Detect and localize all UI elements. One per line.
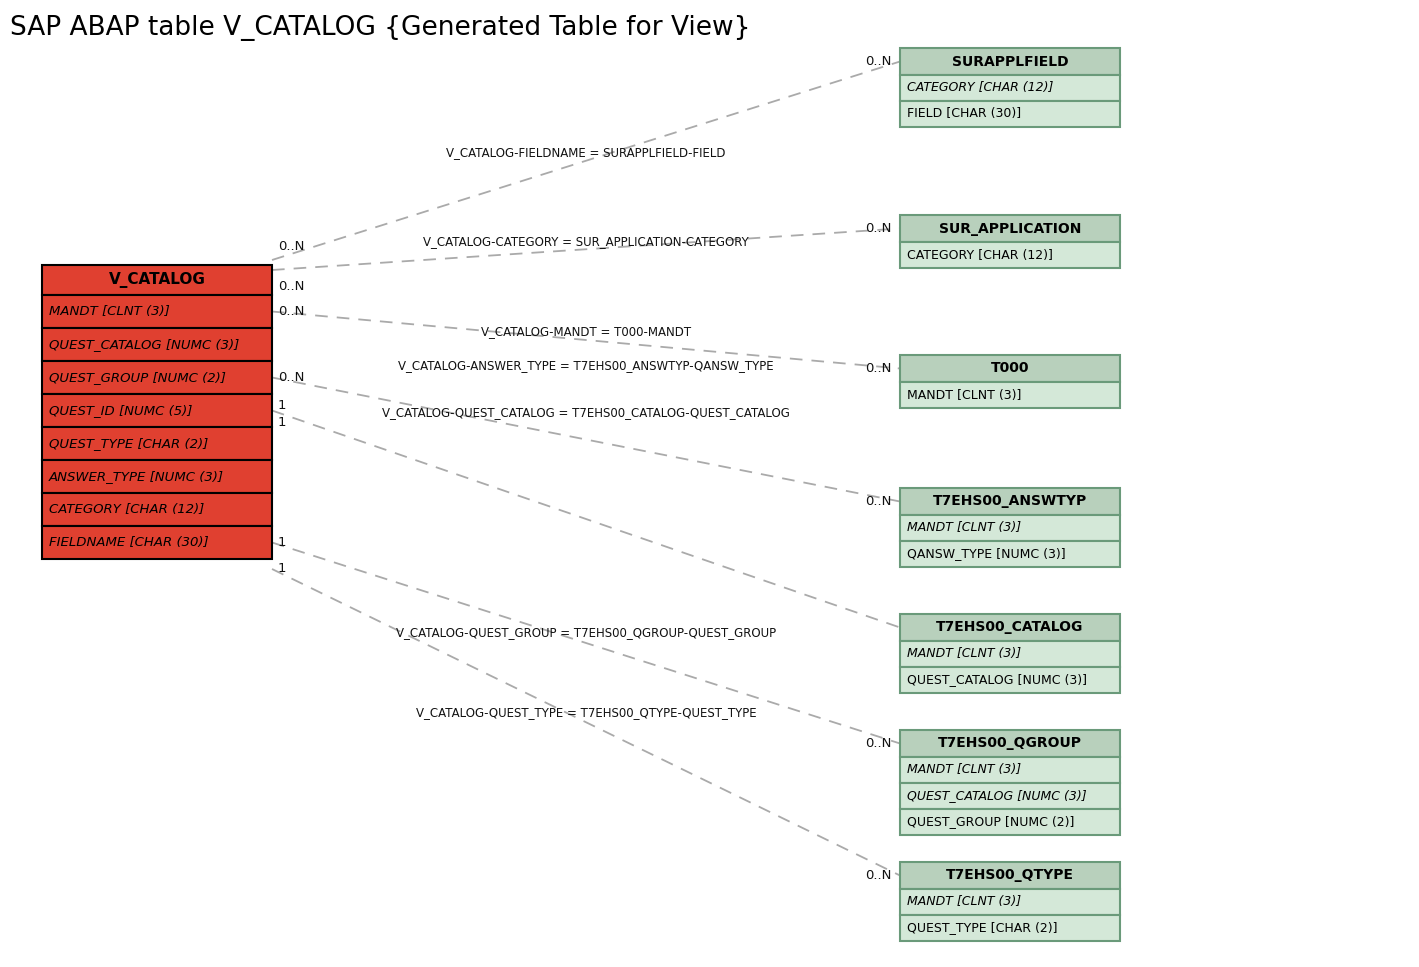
Bar <box>43 394 272 427</box>
Text: MANDT [CLNT (3)]: MANDT [CLNT (3)] <box>50 305 170 318</box>
Text: V_CATALOG-QUEST_TYPE = T7EHS00_QTYPE-QUEST_TYPE: V_CATALOG-QUEST_TYPE = T7EHS00_QTYPE-QUE… <box>416 706 756 718</box>
Bar <box>43 328 272 361</box>
Text: QUEST_TYPE [CHAR (2)]: QUEST_TYPE [CHAR (2)] <box>907 922 1057 934</box>
Text: V_CATALOG-FIELDNAME = SURAPPLFIELD-FIELD: V_CATALOG-FIELDNAME = SURAPPLFIELD-FIELD <box>446 146 725 160</box>
Bar <box>43 526 272 559</box>
Text: 1: 1 <box>278 563 287 575</box>
Text: V_CATALOG-ANSWER_TYPE = T7EHS00_ANSWTYP-QANSW_TYPE: V_CATALOG-ANSWER_TYPE = T7EHS00_ANSWTYP-… <box>399 359 773 372</box>
Text: CATEGORY [CHAR (12)]: CATEGORY [CHAR (12)] <box>50 503 204 516</box>
Bar <box>900 242 1120 268</box>
Bar <box>43 427 272 460</box>
Text: 0..N: 0..N <box>866 495 893 508</box>
Bar <box>43 295 272 328</box>
Bar <box>900 757 1120 783</box>
Bar <box>900 215 1120 242</box>
Bar <box>900 48 1120 75</box>
Bar <box>900 862 1120 889</box>
Text: 0..N: 0..N <box>866 869 893 882</box>
Text: 0..N: 0..N <box>866 362 893 375</box>
Text: QUEST_GROUP [NUMC (2)]: QUEST_GROUP [NUMC (2)] <box>50 371 226 384</box>
Bar <box>900 101 1120 127</box>
Bar <box>900 382 1120 408</box>
Bar <box>900 667 1120 693</box>
Text: V_CATALOG-QUEST_CATALOG = T7EHS00_CATALOG-QUEST_CATALOG: V_CATALOG-QUEST_CATALOG = T7EHS00_CATALO… <box>382 406 790 419</box>
Text: T7EHS00_CATALOG: T7EHS00_CATALOG <box>937 621 1084 634</box>
Text: QUEST_ID [NUMC (5)]: QUEST_ID [NUMC (5)] <box>50 404 193 417</box>
Text: 1: 1 <box>278 416 287 429</box>
Text: MANDT [CLNT (3)]: MANDT [CLNT (3)] <box>907 389 1022 401</box>
Bar <box>900 641 1120 667</box>
Bar <box>900 730 1120 757</box>
Text: V_CATALOG-QUEST_GROUP = T7EHS00_QGROUP-QUEST_GROUP: V_CATALOG-QUEST_GROUP = T7EHS00_QGROUP-Q… <box>396 627 776 639</box>
Text: CATEGORY [CHAR (12)]: CATEGORY [CHAR (12)] <box>907 81 1053 95</box>
Bar <box>900 541 1120 567</box>
Text: MANDT [CLNT (3)]: MANDT [CLNT (3)] <box>907 648 1022 660</box>
Text: 0..N: 0..N <box>278 305 304 318</box>
Bar <box>43 460 272 493</box>
Text: MANDT [CLNT (3)]: MANDT [CLNT (3)] <box>907 895 1022 909</box>
Text: FIELD [CHAR (30)]: FIELD [CHAR (30)] <box>907 107 1022 121</box>
Text: ANSWER_TYPE [NUMC (3)]: ANSWER_TYPE [NUMC (3)] <box>50 470 224 483</box>
Text: FIELDNAME [CHAR (30)]: FIELDNAME [CHAR (30)] <box>50 536 209 549</box>
Text: QUEST_CATALOG [NUMC (3)]: QUEST_CATALOG [NUMC (3)] <box>50 338 240 351</box>
Text: QUEST_TYPE [CHAR (2)]: QUEST_TYPE [CHAR (2)] <box>50 437 209 450</box>
Text: 1: 1 <box>278 536 287 549</box>
Text: CATEGORY [CHAR (12)]: CATEGORY [CHAR (12)] <box>907 249 1053 261</box>
Bar <box>900 809 1120 835</box>
Text: T7EHS00_QTYPE: T7EHS00_QTYPE <box>946 868 1074 883</box>
Bar <box>43 265 272 295</box>
Bar <box>900 488 1120 515</box>
Text: 0..N: 0..N <box>866 55 893 68</box>
Bar <box>900 783 1120 809</box>
Bar <box>900 614 1120 641</box>
Text: V_CATALOG-MANDT = T000-MANDT: V_CATALOG-MANDT = T000-MANDT <box>481 326 691 338</box>
Text: 0..N: 0..N <box>278 371 304 384</box>
Text: 0..N: 0..N <box>866 222 893 235</box>
Text: SURAPPLFIELD: SURAPPLFIELD <box>952 54 1069 69</box>
Text: MANDT [CLNT (3)]: MANDT [CLNT (3)] <box>907 521 1022 535</box>
Text: MANDT [CLNT (3)]: MANDT [CLNT (3)] <box>907 764 1022 777</box>
Text: 0..N: 0..N <box>278 280 304 294</box>
Bar <box>43 361 272 394</box>
Text: T7EHS00_QGROUP: T7EHS00_QGROUP <box>938 737 1083 750</box>
Text: QANSW_TYPE [NUMC (3)]: QANSW_TYPE [NUMC (3)] <box>907 547 1066 561</box>
Text: QUEST_CATALOG [NUMC (3)]: QUEST_CATALOG [NUMC (3)] <box>907 673 1087 687</box>
Bar <box>900 75 1120 101</box>
Text: V_CATALOG: V_CATALOG <box>109 272 206 288</box>
Text: QUEST_GROUP [NUMC (2)]: QUEST_GROUP [NUMC (2)] <box>907 815 1074 829</box>
Text: SUR_APPLICATION: SUR_APPLICATION <box>939 221 1081 236</box>
Bar <box>43 493 272 526</box>
Text: T7EHS00_ANSWTYP: T7EHS00_ANSWTYP <box>932 494 1087 509</box>
Text: 0..N: 0..N <box>278 241 304 253</box>
Bar <box>900 889 1120 915</box>
Text: 1: 1 <box>278 399 287 412</box>
Bar <box>900 515 1120 541</box>
Text: T000: T000 <box>990 362 1029 375</box>
Bar <box>900 355 1120 382</box>
Text: QUEST_CATALOG [NUMC (3)]: QUEST_CATALOG [NUMC (3)] <box>907 789 1087 803</box>
Text: 0..N: 0..N <box>866 737 893 750</box>
Text: SAP ABAP table V_CATALOG {Generated Table for View}: SAP ABAP table V_CATALOG {Generated Tabl… <box>10 15 751 41</box>
Bar <box>900 915 1120 941</box>
Text: V_CATALOG-CATEGORY = SUR_APPLICATION-CATEGORY: V_CATALOG-CATEGORY = SUR_APPLICATION-CAT… <box>423 235 749 248</box>
